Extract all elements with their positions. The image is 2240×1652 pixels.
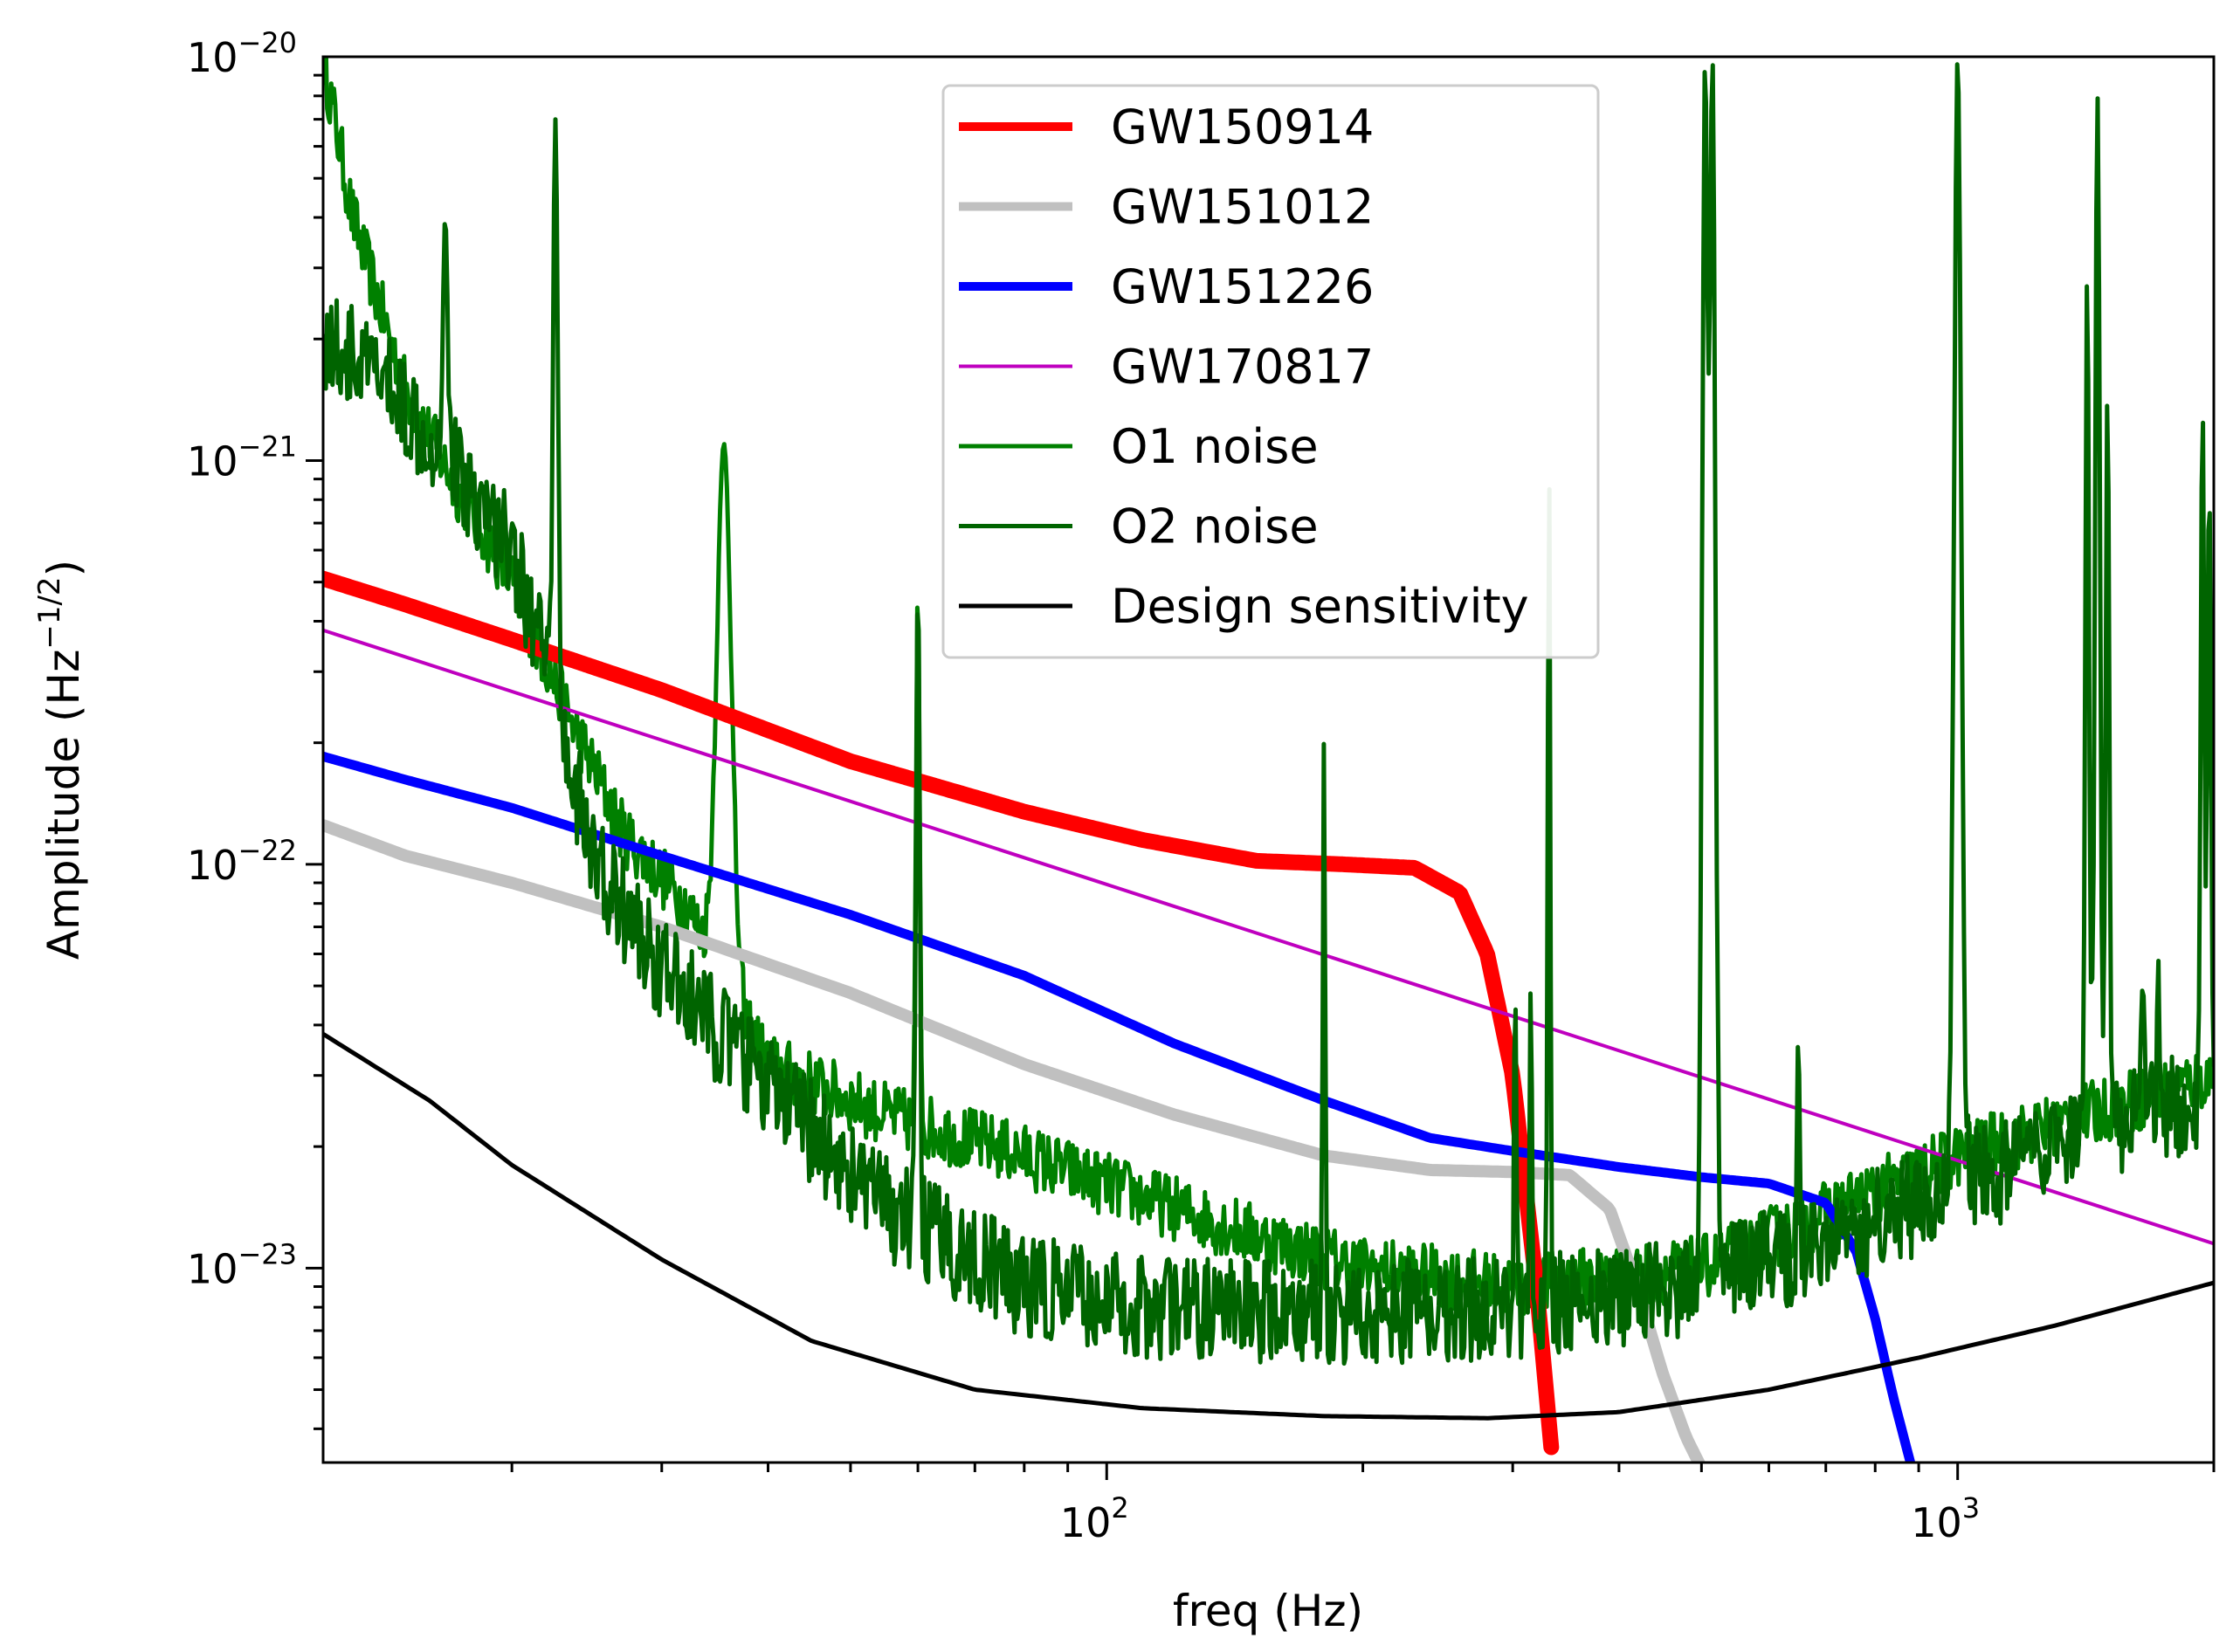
plot-frame: [321, 55, 2216, 1464]
y-tick-label: 10−23: [187, 1237, 297, 1292]
legend-label: Design sensitivity: [1111, 579, 1529, 634]
legend-label: O2 noise: [1111, 499, 1319, 554]
y-tick-label: 10−22: [187, 834, 297, 889]
series-line-design-sensitivity: [323, 1031, 2214, 1421]
legend-label: GW151226: [1111, 259, 1374, 314]
y-axis-label: Amplitude (Hz−1/2): [32, 560, 89, 960]
x-tick-label: 102: [1060, 1491, 1129, 1546]
legend: GW150914 GW151012 GW151226 GW170817 O1 noise…: [941, 84, 1600, 659]
legend-label: O1 noise: [1111, 419, 1319, 474]
series-line-o2-noise: [323, 62, 2214, 1366]
series-line-gw170817: [323, 628, 2214, 1246]
legend-label: GW151012: [1111, 180, 1374, 235]
series-line-o1-noise: [323, 57, 2214, 1318]
legend-label: GW170817: [1111, 340, 1374, 395]
y-tick-label: 10−21: [187, 430, 297, 485]
x-axis-label: freq (Hz): [1173, 1586, 1363, 1636]
series-line-gw151012: [323, 819, 1706, 1463]
x-tick-label: 103: [1911, 1491, 1980, 1546]
legend-label: GW150914: [1111, 100, 1374, 155]
legend-box: [941, 84, 1600, 659]
y-tick-label: 10−20: [187, 26, 297, 81]
